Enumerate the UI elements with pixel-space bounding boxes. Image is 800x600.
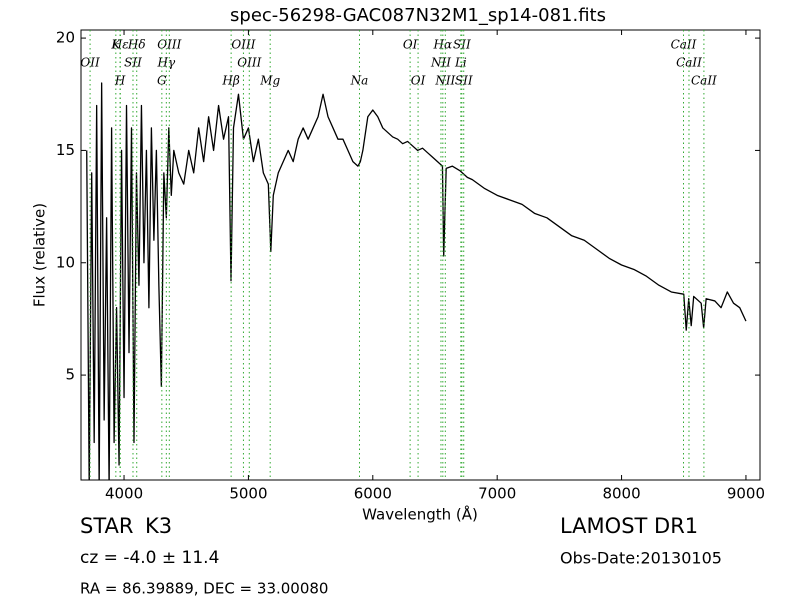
y-tick-label: 20 <box>56 29 75 47</box>
x-axis-label: Wavelength (Å) <box>362 505 478 524</box>
x-tick-label: 8000 <box>602 485 640 503</box>
spectral-line-label: G <box>157 74 167 88</box>
spectral-line-label: Li <box>454 56 467 70</box>
spectral-line-label: OI <box>411 74 426 88</box>
object-subclass: K3 <box>145 514 172 538</box>
spectral-line-label: OIII <box>237 56 261 70</box>
chart-title: spec-56298-GAC087N32M1_sp14-081.fits <box>230 5 606 26</box>
y-tick-label: 5 <box>65 366 75 384</box>
spectral-line-label: OI <box>403 38 418 52</box>
x-tick-label: 4000 <box>105 485 143 503</box>
y-axis-label: Flux (relative) <box>31 203 49 307</box>
spectral-line-label: OIII <box>157 38 181 52</box>
spectral-line-label: SII <box>453 38 471 52</box>
spectral-line-label: H <box>114 74 126 88</box>
x-tick-label: 7000 <box>478 485 516 503</box>
spectral-line-label: CaII <box>671 38 697 52</box>
x-tick-label: 5000 <box>229 485 267 503</box>
spectral-line-label: CaII <box>691 74 717 88</box>
spectral-line-label: K <box>110 38 121 52</box>
spectral-line-label: NII <box>434 74 455 88</box>
spectral-line-label: SII <box>124 56 142 70</box>
spectral-line-label: Na <box>350 74 369 88</box>
spectral-line-label: Hγ <box>157 56 176 70</box>
x-tick-label: 9000 <box>727 485 765 503</box>
spectral-line-label: Hβ <box>221 74 239 88</box>
object-class: STAR <box>80 514 133 538</box>
obs-date: Obs-Date:20130105 <box>560 549 722 568</box>
y-tick-label: 15 <box>56 141 75 159</box>
plot-area <box>86 82 747 480</box>
coordinates: RA = 86.39889, DEC = 33.00080 <box>80 580 328 598</box>
axes-frame <box>80 29 761 481</box>
spectral-line-label: OIII <box>231 38 255 52</box>
spectral-line-label: Mg <box>259 74 280 88</box>
spectral-line-label: Hα <box>433 38 453 52</box>
spectrum-line <box>86 82 747 480</box>
x-tick-label: 6000 <box>354 485 392 503</box>
spectral-line-label: OII <box>80 56 100 70</box>
spectral-line-label: NII <box>430 56 451 70</box>
spectral-line-label: CaII <box>676 56 702 70</box>
spectral-line-label: SII <box>455 74 473 88</box>
survey: LAMOST DR1 <box>560 514 698 538</box>
redshift: cz = -4.0 ± 11.4 <box>80 548 219 568</box>
spectral-line-label: Hδ <box>127 38 146 52</box>
y-tick-label: 10 <box>56 253 75 271</box>
